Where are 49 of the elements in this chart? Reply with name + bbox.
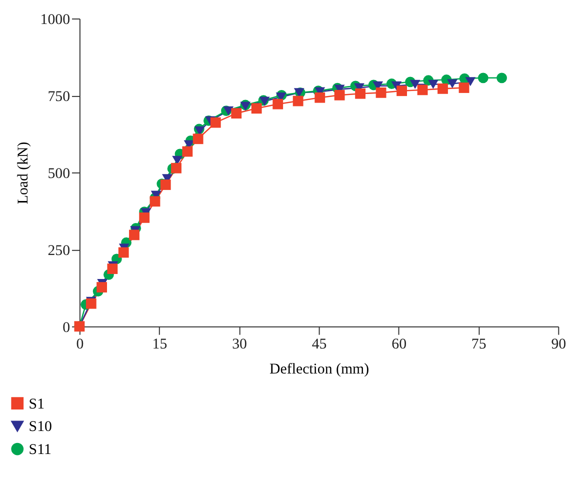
point: [447, 79, 458, 88]
x-tick-label: 15: [152, 336, 168, 353]
point: [410, 80, 420, 89]
y-tick-label: 750: [48, 88, 70, 105]
point: [438, 83, 448, 94]
point: [118, 247, 129, 258]
point: [194, 126, 205, 136]
x-tick-label: 45: [312, 336, 327, 353]
point: [107, 264, 118, 274]
point: [292, 96, 304, 106]
point: [314, 92, 326, 103]
y-tick-label: 1000: [40, 12, 70, 28]
point: [231, 108, 242, 119]
point: [428, 80, 438, 89]
point: [139, 212, 150, 223]
point: [396, 86, 407, 96]
point: [182, 146, 193, 157]
y-tick-label: 500: [48, 166, 70, 182]
point: [272, 98, 284, 110]
legend-label: S10: [28, 419, 52, 436]
point: [478, 72, 488, 84]
point: [192, 134, 204, 144]
y-tick-label: 250: [48, 242, 70, 259]
point: [160, 180, 171, 190]
point: [458, 82, 470, 93]
point: [334, 90, 345, 100]
y-axis-title: Load (kN): [15, 142, 32, 204]
legend-label: S11: [28, 442, 52, 458]
point: [150, 196, 160, 207]
point: [171, 162, 182, 174]
point: [355, 88, 366, 99]
x-tick-label: 0: [76, 336, 84, 353]
point: [417, 84, 428, 96]
x-tick-label: 75: [471, 336, 486, 353]
point: [496, 72, 507, 84]
x-tick-label: 60: [392, 336, 407, 353]
point: [223, 106, 234, 116]
point: [86, 298, 96, 309]
x-axis-title: Deflection (mm): [270, 362, 370, 378]
point: [376, 87, 386, 98]
y-tick-label: 0: [62, 320, 70, 336]
point: [96, 282, 107, 292]
point: [465, 77, 476, 86]
x-tick-label: 90: [551, 336, 566, 353]
point: [251, 103, 262, 114]
x-tick-label: 30: [232, 336, 247, 353]
legend-label: S1: [28, 396, 45, 412]
point: [210, 117, 221, 128]
point: [129, 230, 140, 240]
